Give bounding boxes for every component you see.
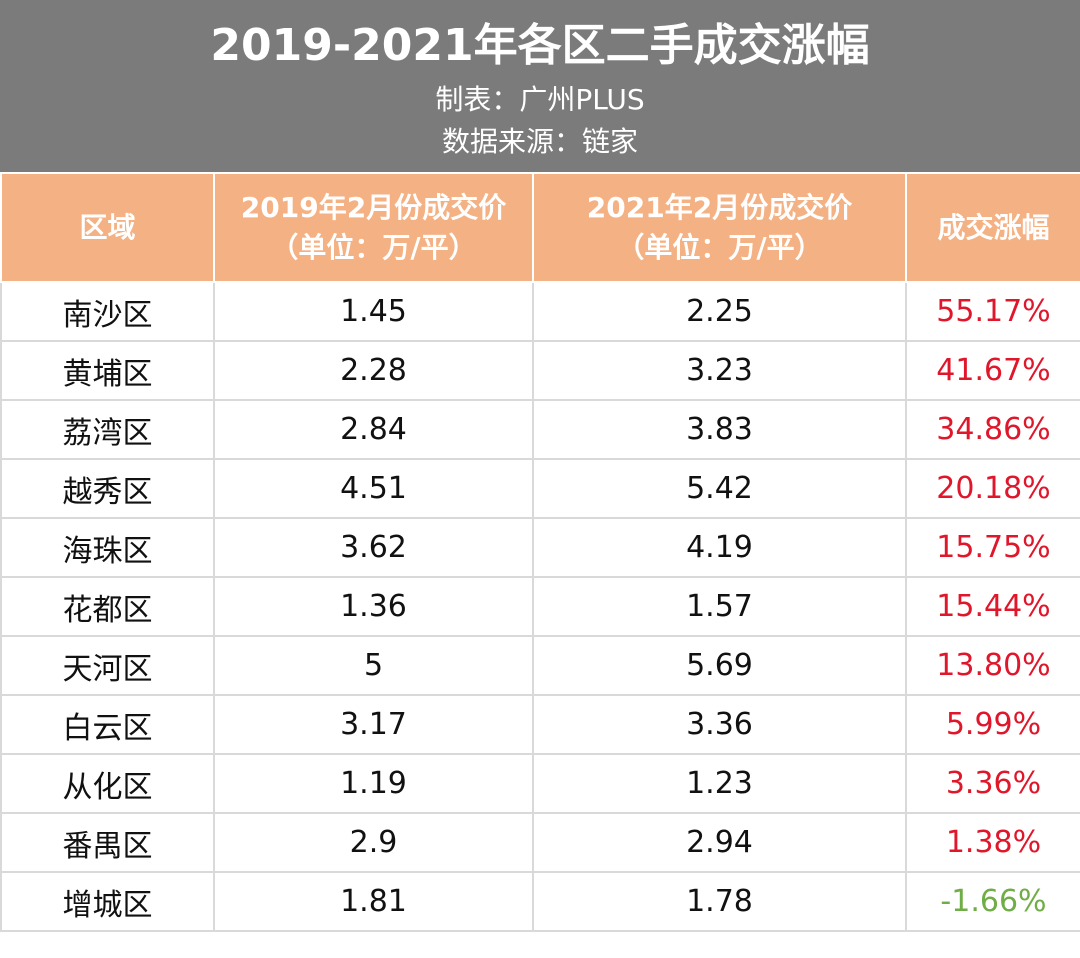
chart-title: 2019-2021年各区二手成交涨幅 <box>210 20 870 71</box>
change-cell: 20.18% <box>905 458 1080 519</box>
district-cell: 黄埔区 <box>0 340 215 401</box>
table-row: 海珠区 3.62 4.19 15.75% <box>0 517 1080 578</box>
price-2019-cell: 3.62 <box>213 517 534 578</box>
price-2021-cell: 2.94 <box>532 812 907 873</box>
price-2019-cell: 5 <box>213 635 534 696</box>
change-cell: 15.75% <box>905 517 1080 578</box>
price-2021-cell: 3.83 <box>532 399 907 460</box>
table-row: 增城区 1.81 1.78 -1.66% <box>0 871 1080 932</box>
price-2021-cell: 1.78 <box>532 871 907 932</box>
price-2021-cell: 3.36 <box>532 694 907 755</box>
column-header-label: 区域 <box>79 210 136 244</box>
title-banner: 2019-2021年各区二手成交涨幅 制表：广州PLUS 数据来源：链家 <box>0 0 1080 172</box>
column-header-label: 2021年2月份成交价 <box>586 190 853 224</box>
district-cell: 南沙区 <box>0 281 215 342</box>
column-header-change: 成交涨幅 <box>905 172 1080 283</box>
price-2021-cell: 2.25 <box>532 281 907 342</box>
change-cell: 15.44% <box>905 576 1080 637</box>
change-cell: 13.80% <box>905 635 1080 696</box>
price-2021-cell: 5.69 <box>532 635 907 696</box>
price-change-table: 区域 2019年2月份成交价 （单位：万/平） 2021年2月份成交价 （单位：… <box>0 172 1080 932</box>
price-2019-cell: 1.81 <box>213 871 534 932</box>
price-2019-cell: 1.45 <box>213 281 534 342</box>
price-2019-cell: 2.9 <box>213 812 534 873</box>
district-cell: 白云区 <box>0 694 215 755</box>
change-cell: -1.66% <box>905 871 1080 932</box>
table-header-row: 区域 2019年2月份成交价 （单位：万/平） 2021年2月份成交价 （单位：… <box>0 172 1080 283</box>
table-body: 南沙区 1.45 2.25 55.17% 黄埔区 2.28 3.23 41.67% 荔湾区 2.8… <box>0 281 1080 932</box>
district-cell: 花都区 <box>0 576 215 637</box>
change-cell: 41.67% <box>905 340 1080 401</box>
price-2019-cell: 2.84 <box>213 399 534 460</box>
table-row: 荔湾区 2.84 3.83 34.86% <box>0 399 1080 460</box>
change-cell: 1.38% <box>905 812 1080 873</box>
change-cell: 5.99% <box>905 694 1080 755</box>
price-2019-cell: 1.36 <box>213 576 534 637</box>
district-cell: 天河区 <box>0 635 215 696</box>
table-row: 南沙区 1.45 2.25 55.17% <box>0 281 1080 342</box>
column-header-unit: （单位：万/平） <box>616 230 823 264</box>
table-row: 天河区 5 5.69 13.80% <box>0 635 1080 696</box>
table-row: 从化区 1.19 1.23 3.36% <box>0 753 1080 814</box>
price-2019-cell: 4.51 <box>213 458 534 519</box>
table-row: 白云区 3.17 3.36 5.99% <box>0 694 1080 755</box>
data-source: 数据来源：链家 <box>441 125 638 158</box>
district-cell: 从化区 <box>0 753 215 814</box>
change-cell: 3.36% <box>905 753 1080 814</box>
table-row: 越秀区 4.51 5.42 20.18% <box>0 458 1080 519</box>
table-row: 花都区 1.36 1.57 15.44% <box>0 576 1080 637</box>
price-2021-cell: 5.42 <box>532 458 907 519</box>
table-row: 番禺区 2.9 2.94 1.38% <box>0 812 1080 873</box>
column-header-district: 区域 <box>0 172 215 283</box>
price-2019-cell: 2.28 <box>213 340 534 401</box>
change-cell: 55.17% <box>905 281 1080 342</box>
district-cell: 番禺区 <box>0 812 215 873</box>
price-2021-cell: 1.57 <box>532 576 907 637</box>
change-cell: 34.86% <box>905 399 1080 460</box>
column-header-label: 成交涨幅 <box>937 210 1050 244</box>
price-2019-cell: 1.19 <box>213 753 534 814</box>
column-header-price-2019: 2019年2月份成交价 （单位：万/平） <box>213 172 534 283</box>
column-header-label: 2019年2月份成交价 <box>240 190 507 224</box>
price-2021-cell: 3.23 <box>532 340 907 401</box>
table-row: 黄埔区 2.28 3.23 41.67% <box>0 340 1080 401</box>
district-cell: 增城区 <box>0 871 215 932</box>
price-2021-cell: 4.19 <box>532 517 907 578</box>
district-cell: 越秀区 <box>0 458 215 519</box>
price-2021-cell: 1.23 <box>532 753 907 814</box>
price-2019-cell: 3.17 <box>213 694 534 755</box>
district-cell: 海珠区 <box>0 517 215 578</box>
column-header-price-2021: 2021年2月份成交价 （单位：万/平） <box>532 172 907 283</box>
column-header-unit: （单位：万/平） <box>270 230 477 264</box>
maker-credit: 制表：广州PLUS <box>435 83 645 116</box>
district-cell: 荔湾区 <box>0 399 215 460</box>
